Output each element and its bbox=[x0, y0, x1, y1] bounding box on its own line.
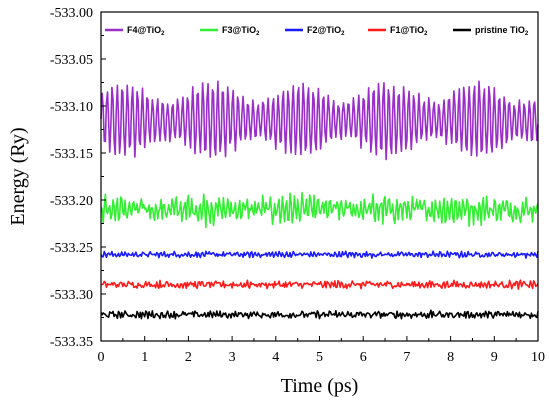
x-tick-label: 4 bbox=[272, 350, 279, 365]
legend: F4@TiO2 F3@TiO2 F2@TiO2 F1@TiO2 pristine TiO… bbox=[105, 25, 529, 37]
plot-frame bbox=[100, 11, 539, 342]
series-line-4 bbox=[100, 279, 539, 290]
x-tick-label: 9 bbox=[491, 350, 498, 365]
x-tick-label: 8 bbox=[447, 350, 454, 365]
y-axis: -533.00 -533.05 -533.10 -533.15 -533.20 -533.… bbox=[50, 6, 106, 350]
series-line-1 bbox=[100, 80, 539, 161]
x-tick-label: 6 bbox=[360, 350, 367, 365]
legend-label: F3@TiO2 bbox=[222, 25, 260, 37]
legend-label: F2@TiO2 bbox=[307, 25, 345, 37]
legend-label: F4@TiO2 bbox=[127, 25, 165, 37]
y-axis-title: Energy (Ry) bbox=[7, 127, 29, 225]
series-line-2 bbox=[100, 191, 539, 229]
x-tick-label: 5 bbox=[316, 350, 323, 365]
x-tick-label: 1 bbox=[141, 350, 148, 365]
x-tick-label: 3 bbox=[229, 350, 236, 365]
plot-series-group bbox=[100, 80, 539, 320]
y-tick-label: -533.35 bbox=[50, 335, 93, 350]
x-axis: 0 1 2 3 4 5 6 7 8 9 10 bbox=[98, 336, 545, 365]
y-tick-label: -533.15 bbox=[50, 147, 93, 162]
x-tick-label: 0 bbox=[98, 350, 105, 365]
x-axis-title: Time (ps) bbox=[281, 375, 359, 397]
legend-label: pristine TiO2 bbox=[475, 25, 529, 37]
y-tick-label: -533.00 bbox=[50, 6, 93, 21]
y-tick-label: -533.05 bbox=[50, 53, 93, 68]
legend-label: F1@TiO2 bbox=[390, 25, 428, 37]
y-tick-label: -533.30 bbox=[50, 288, 93, 303]
y-tick-label: -533.10 bbox=[50, 100, 93, 115]
series-line-3 bbox=[100, 250, 539, 259]
x-tick-label: 2 bbox=[185, 350, 192, 365]
series-line-5 bbox=[100, 309, 539, 320]
x-tick-label: 10 bbox=[531, 350, 545, 365]
y-tick-label: -533.25 bbox=[50, 241, 93, 256]
y-tick-label: -533.20 bbox=[50, 194, 93, 209]
x-tick-label: 7 bbox=[403, 350, 410, 365]
